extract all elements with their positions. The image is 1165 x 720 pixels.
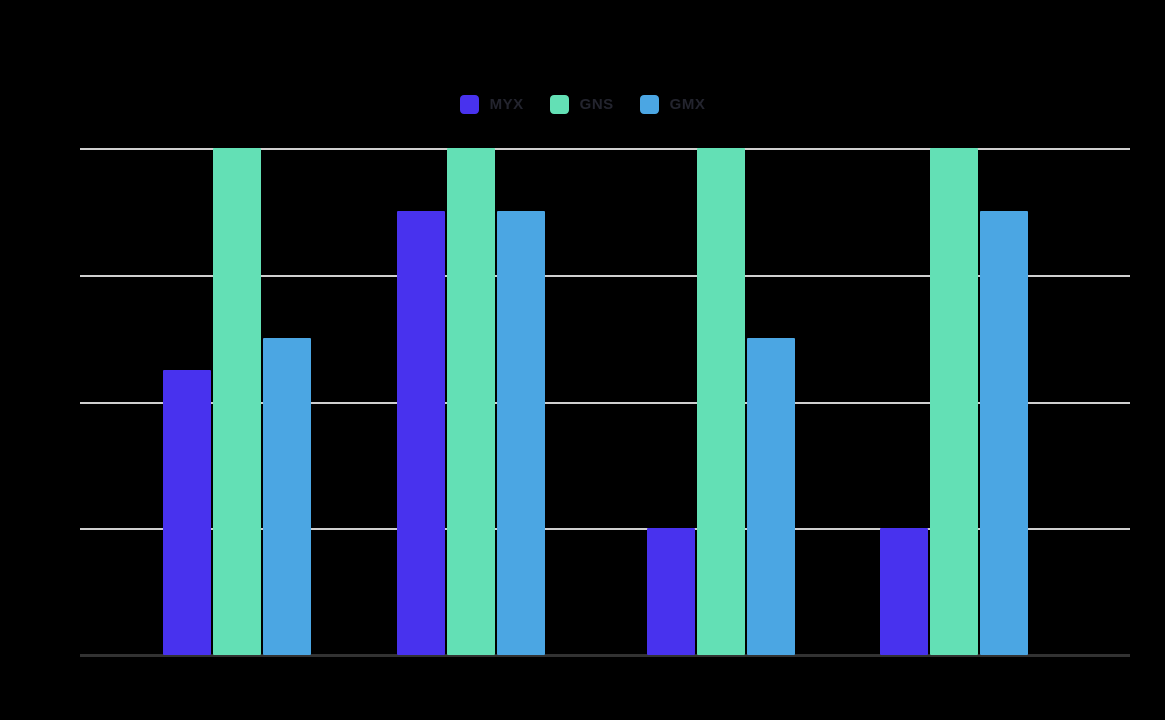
bar-group-1 xyxy=(163,148,311,655)
bar-gns-group4 xyxy=(930,148,978,655)
legend-swatch-icon xyxy=(639,95,659,114)
legend-item-gns[interactable]: GNS xyxy=(549,95,614,114)
legend-label: GNS xyxy=(579,96,614,113)
bar-gns-group2 xyxy=(447,148,495,655)
plot-area xyxy=(80,148,1130,657)
bar-gns-group3 xyxy=(697,148,745,655)
legend-swatch-icon xyxy=(549,95,569,114)
bar-group-3 xyxy=(647,148,795,655)
bar-gmx-group4 xyxy=(980,211,1028,655)
legend-label: GMX xyxy=(669,96,706,113)
bar-gns-group1 xyxy=(213,148,261,655)
gridline xyxy=(80,401,1130,404)
bar-gmx-group3 xyxy=(747,338,795,655)
gridline xyxy=(80,528,1130,531)
bar-myx-group3 xyxy=(647,528,695,655)
legend-swatch-icon xyxy=(459,95,479,114)
gridline xyxy=(80,148,1130,150)
bar-gmx-group2 xyxy=(497,211,545,655)
legend-label: MYX xyxy=(489,96,524,113)
bar-gmx-group1 xyxy=(263,338,311,655)
bar-myx-group1 xyxy=(163,369,211,655)
bar-myx-group4 xyxy=(880,528,928,655)
x-axis-line xyxy=(80,654,1130,657)
gridline xyxy=(80,274,1130,277)
legend-item-gmx[interactable]: GMX xyxy=(639,95,706,114)
chart-legend: MYX GNS GMX xyxy=(0,95,1165,114)
bar-group-4 xyxy=(880,148,1028,655)
bar-myx-group2 xyxy=(397,211,445,655)
bar-group-2 xyxy=(397,148,545,655)
legend-item-myx[interactable]: MYX xyxy=(459,95,524,114)
